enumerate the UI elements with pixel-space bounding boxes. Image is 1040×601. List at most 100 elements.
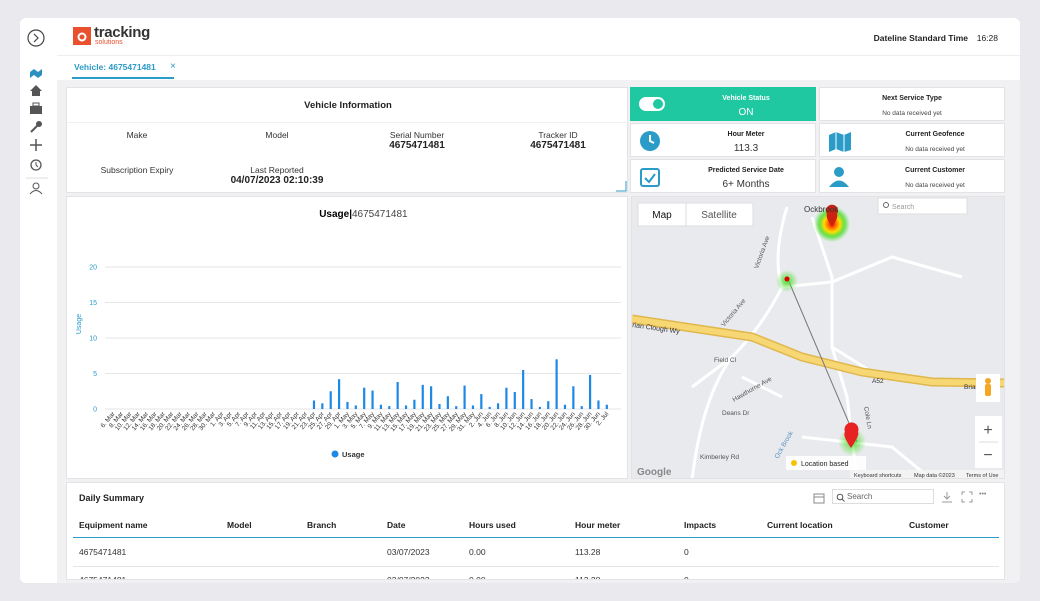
bar	[421, 384, 424, 409]
place-label: Kimberley Rd	[700, 454, 739, 461]
y-axis-title: Usage	[76, 314, 83, 334]
field-label: Model	[265, 130, 289, 140]
bar	[346, 401, 349, 409]
column-header: Equipment name	[79, 520, 148, 530]
table-search[interactable]: Search	[832, 489, 934, 504]
column-header: Current location	[767, 520, 833, 530]
row-divider	[73, 566, 999, 567]
status-card: Hour Meter 113.3	[630, 123, 816, 157]
chart-subtitle: 4675471481	[352, 209, 408, 220]
status-card: Current Geofence No data received yet	[819, 123, 1005, 157]
bar	[580, 406, 583, 409]
map-terms[interactable]: Terms of Use	[966, 473, 998, 479]
column-header: Hour meter	[575, 520, 621, 530]
logo-icon	[73, 27, 91, 45]
bar	[438, 404, 441, 409]
table-cell: 113.28	[575, 547, 601, 557]
bar	[555, 359, 558, 409]
bar	[430, 386, 433, 409]
expand-button[interactable]	[27, 29, 45, 47]
bar	[446, 396, 449, 409]
table-cell: 0.00	[469, 547, 486, 557]
logo-subtext: solutions	[95, 39, 123, 46]
search-placeholder: Search	[847, 492, 873, 501]
map-icon	[829, 132, 851, 152]
nav-map[interactable]	[30, 69, 42, 78]
bar	[597, 400, 600, 409]
bar	[505, 387, 508, 409]
nav-user[interactable]	[29, 182, 43, 195]
fullscreen-button[interactable]	[961, 491, 973, 503]
bar	[471, 405, 475, 409]
tab-underline	[72, 77, 174, 79]
bar	[522, 369, 525, 409]
card-value: No data received yet	[882, 110, 942, 117]
nav-move[interactable]	[30, 139, 42, 151]
zoom-out[interactable]: −	[983, 447, 992, 464]
bar	[496, 403, 500, 409]
y-tick-label: 10	[89, 336, 97, 343]
bar	[337, 379, 341, 409]
y-tick-label: 20	[89, 265, 97, 272]
nav-history[interactable]	[30, 159, 42, 171]
nav-key[interactable]	[30, 121, 42, 133]
vehicle-tab[interactable]: Vehicle: 4675471481	[74, 62, 156, 72]
place-label: A52	[872, 378, 884, 385]
column-header: Model	[227, 520, 252, 530]
field-value: 4675471481	[530, 140, 586, 151]
table-cell: 4675471481	[79, 547, 127, 557]
timezone: Dateline Standard Time	[873, 33, 968, 43]
map-search[interactable]	[877, 197, 968, 215]
bar	[455, 406, 458, 409]
status-card: Current Customer No data received yet	[819, 159, 1005, 193]
map-button[interactable]: Map	[652, 210, 672, 221]
bar	[396, 382, 399, 409]
bar	[329, 391, 332, 409]
more-button[interactable]: •••	[979, 491, 987, 498]
card-value: 113.3	[733, 143, 759, 154]
bar	[388, 406, 391, 409]
zoom-in[interactable]: +	[983, 422, 992, 439]
tab-close[interactable]: ×	[170, 61, 176, 72]
column-header: Hours used	[469, 520, 516, 530]
field-value: 04/07/2023 02:10:39	[230, 175, 324, 186]
table-cell: 03/07/2023	[387, 547, 430, 557]
vehicle-info-panel: Vehicle Information Make Model Serial Nu…	[66, 87, 629, 193]
legend-label: Usage	[342, 450, 365, 459]
clock-icon	[640, 131, 660, 151]
place-label: Ockbrook	[804, 205, 839, 214]
download-button[interactable]	[941, 491, 953, 503]
legend-marker	[331, 450, 339, 458]
map-search-placeholder: Search	[892, 204, 914, 211]
map-shortcuts[interactable]: Keyboard shortcuts	[854, 473, 902, 479]
table-cell: 0	[684, 575, 689, 580]
header: tracking solutions Dateline Standard Tim…	[57, 18, 1020, 56]
calendar-button[interactable]	[813, 492, 825, 504]
card-value: 6+ Months	[722, 179, 770, 190]
sidebar	[26, 29, 48, 195]
map[interactable]: Ockbrook Victoria Ave rian Clough Wy A52…	[632, 197, 1005, 479]
table-cell: 4675471481	[79, 575, 127, 580]
bar	[312, 400, 316, 409]
card-label: Current Customer	[905, 167, 965, 174]
toggle-icon[interactable]	[639, 97, 665, 113]
place-label: Bria	[964, 384, 976, 391]
google-logo: Google	[637, 467, 672, 478]
field-label: Make	[126, 130, 148, 140]
field-label: Tracker ID	[538, 130, 578, 140]
usage-panel: Usage| 4675471481 Usage 0 5 10 15 20 6. Mar 8.…	[66, 196, 628, 479]
chart-title: Usage|	[319, 209, 352, 220]
map-type-control[interactable]: Map Satellite	[637, 202, 754, 227]
card-label: Hour Meter	[727, 131, 765, 138]
nav-toolbox[interactable]	[30, 102, 42, 114]
map-data: Map data ©2023	[914, 472, 955, 479]
nav-home[interactable]	[30, 85, 42, 96]
bar	[605, 404, 608, 409]
status-card: Vehicle Status ON	[630, 87, 816, 121]
status-card: Next Service Type No data received yet	[819, 87, 1005, 121]
bar	[404, 405, 408, 409]
field-label: Subscription Expiry	[100, 165, 174, 175]
zoom-control[interactable]: + −	[975, 416, 1002, 468]
satellite-button[interactable]: Satellite	[701, 210, 737, 221]
